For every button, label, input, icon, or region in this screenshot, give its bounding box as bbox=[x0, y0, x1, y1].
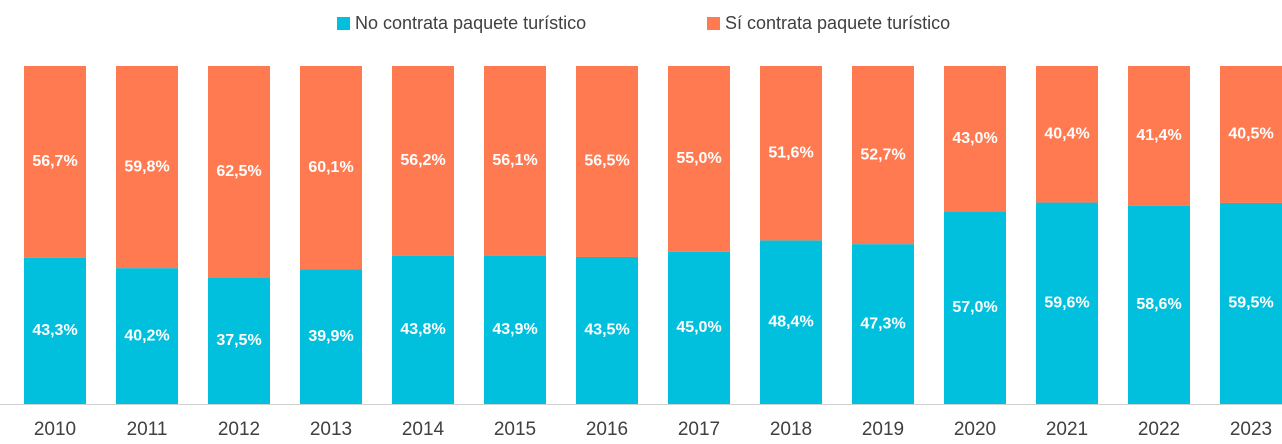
x-tick-label: 2020 bbox=[954, 419, 996, 440]
data-label: 60,1% bbox=[308, 159, 353, 176]
x-tick-label: 2012 bbox=[218, 419, 260, 440]
data-label: 40,5% bbox=[1228, 126, 1273, 143]
bar-segment bbox=[24, 66, 86, 258]
data-label: 55,0% bbox=[676, 150, 721, 167]
bar-segment bbox=[668, 251, 730, 404]
data-label: 43,3% bbox=[32, 322, 77, 339]
data-label: 51,6% bbox=[768, 144, 813, 161]
data-label: 43,5% bbox=[584, 322, 629, 339]
x-tick-label: 2019 bbox=[862, 419, 904, 440]
data-label: 45,0% bbox=[676, 319, 721, 336]
x-tick-label: 2021 bbox=[1046, 419, 1088, 440]
data-label: 56,7% bbox=[32, 153, 77, 170]
bar-segment bbox=[300, 269, 362, 404]
x-tick-label: 2010 bbox=[34, 419, 76, 440]
data-label: 43,0% bbox=[952, 130, 997, 147]
bar-segment bbox=[208, 66, 270, 278]
x-tick-label: 2015 bbox=[494, 419, 536, 440]
bar-segment bbox=[668, 66, 730, 252]
x-tick-label: 2018 bbox=[770, 419, 812, 440]
bar-segment bbox=[852, 66, 914, 245]
legend-swatch bbox=[337, 17, 350, 30]
data-label: 56,2% bbox=[400, 152, 445, 169]
bar-segment bbox=[1220, 66, 1282, 203]
bar-segment bbox=[484, 66, 546, 256]
data-label: 40,2% bbox=[124, 327, 169, 344]
data-label: 59,5% bbox=[1228, 295, 1273, 312]
data-label: 37,5% bbox=[216, 332, 261, 349]
data-label: 39,9% bbox=[308, 328, 353, 345]
x-tick-label: 2013 bbox=[310, 419, 352, 440]
data-label: 48,4% bbox=[768, 313, 813, 330]
legend-label: Sí contrata paquete turístico bbox=[725, 13, 950, 33]
data-label: 43,9% bbox=[492, 321, 537, 338]
data-label: 43,8% bbox=[400, 321, 445, 338]
x-tick-label: 2016 bbox=[586, 419, 628, 440]
data-label: 58,6% bbox=[1136, 296, 1181, 313]
data-label: 59,8% bbox=[124, 158, 169, 175]
x-tick-label: 2022 bbox=[1138, 419, 1180, 440]
data-label: 47,3% bbox=[860, 315, 905, 332]
bar-segment bbox=[1036, 202, 1098, 404]
bar-segment bbox=[1220, 202, 1282, 404]
bar-segment bbox=[1128, 66, 1190, 206]
bar-segment bbox=[576, 66, 638, 257]
bar-segment bbox=[1128, 205, 1190, 404]
bar-segment bbox=[392, 255, 454, 404]
legend-label: No contrata paquete turístico bbox=[355, 13, 586, 33]
bar-segment bbox=[944, 211, 1006, 404]
data-label: 52,7% bbox=[860, 146, 905, 163]
x-tick-label: 2017 bbox=[678, 419, 720, 440]
x-tick-label: 2011 bbox=[127, 419, 168, 440]
x-tick-label: 2023 bbox=[1230, 419, 1272, 440]
data-label: 57,0% bbox=[952, 299, 997, 316]
bar-segment bbox=[24, 257, 86, 404]
data-label: 59,6% bbox=[1044, 294, 1089, 311]
legend-swatch bbox=[707, 17, 720, 30]
data-label: 41,4% bbox=[1136, 127, 1181, 144]
bar-segment bbox=[484, 255, 546, 404]
bar-segment bbox=[852, 244, 914, 404]
bar-segment bbox=[1036, 66, 1098, 203]
bar-segment bbox=[760, 66, 822, 241]
x-tick-label: 2014 bbox=[402, 419, 445, 440]
bar-segment bbox=[300, 66, 362, 270]
data-label: 56,5% bbox=[584, 153, 629, 170]
data-label: 40,4% bbox=[1044, 125, 1089, 142]
bar-segment bbox=[944, 66, 1006, 212]
data-label: 62,5% bbox=[216, 163, 261, 180]
bar-segment bbox=[576, 256, 638, 404]
bar-segment bbox=[116, 66, 178, 269]
bar-segment bbox=[208, 277, 270, 404]
bar-segment bbox=[760, 240, 822, 404]
bar-segment bbox=[392, 66, 454, 256]
bar-segment bbox=[116, 268, 178, 404]
data-label: 56,1% bbox=[492, 152, 537, 169]
